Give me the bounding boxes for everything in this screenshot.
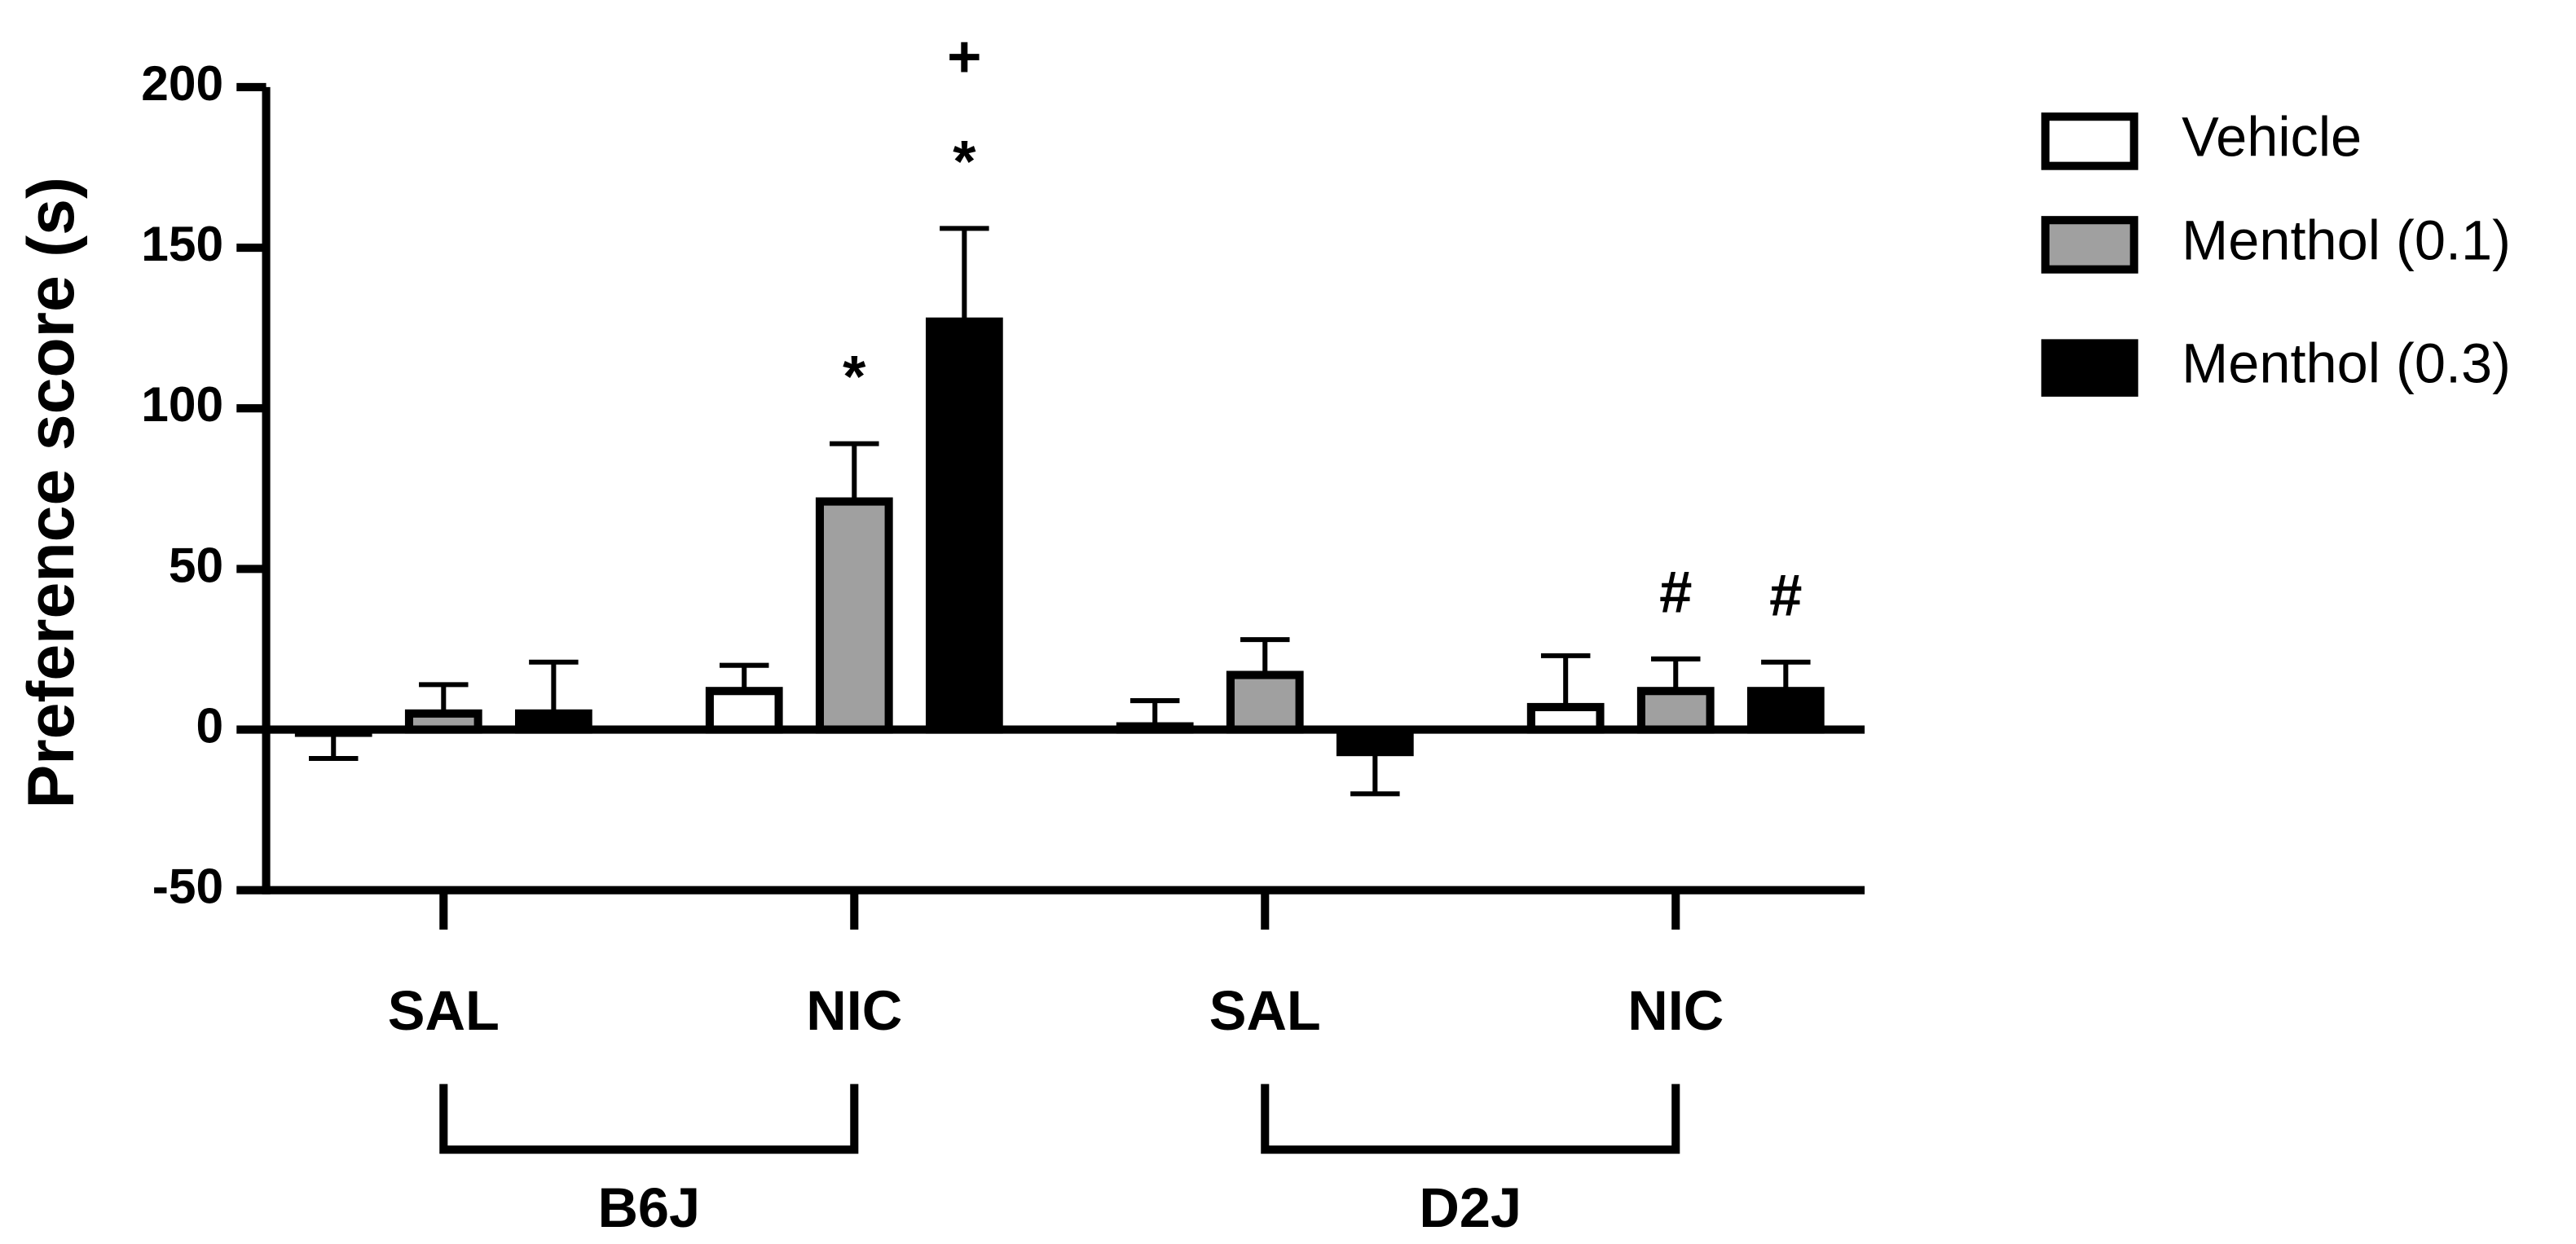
y-tick-label: -50 bbox=[152, 859, 223, 914]
group-bracket bbox=[1261, 1084, 1680, 1154]
annotation: + bbox=[947, 24, 981, 90]
legend-label: Vehicle bbox=[2182, 106, 2362, 169]
y-tick-label: 200 bbox=[141, 55, 223, 111]
x-tick-label: SAL bbox=[1209, 979, 1321, 1042]
x-tick-label: SAL bbox=[388, 979, 500, 1042]
y-tick-label: 150 bbox=[141, 216, 223, 271]
group-bracket bbox=[439, 1084, 859, 1154]
bar bbox=[1226, 670, 1304, 734]
bar bbox=[294, 725, 372, 737]
x-tick-label: NIC bbox=[806, 979, 902, 1042]
bar bbox=[815, 497, 893, 734]
annotation: # bbox=[1659, 559, 1692, 625]
y-axis-label: Preference score (s) bbox=[15, 177, 88, 808]
legend-swatch bbox=[2041, 112, 2138, 170]
annotation: * bbox=[843, 344, 866, 410]
legend-swatch bbox=[2041, 339, 2138, 397]
annotation: * bbox=[953, 129, 976, 195]
y-tick-label: 50 bbox=[169, 537, 223, 592]
bar bbox=[1526, 702, 1605, 734]
bar bbox=[1336, 725, 1414, 757]
bar bbox=[1116, 722, 1194, 734]
y-tick-label: 100 bbox=[141, 376, 223, 432]
bar bbox=[705, 687, 783, 734]
legend-swatch bbox=[2041, 216, 2138, 274]
bar bbox=[1746, 687, 1825, 734]
group-label: B6J bbox=[597, 1176, 700, 1239]
x-tick-label: NIC bbox=[1627, 979, 1724, 1042]
y-tick-label: 0 bbox=[196, 698, 224, 754]
bar bbox=[1636, 687, 1715, 734]
legend-label: Menthol (0.1) bbox=[2182, 209, 2511, 272]
bar bbox=[404, 709, 482, 734]
bar bbox=[925, 317, 1003, 734]
annotation: # bbox=[1769, 562, 1802, 628]
group-label: D2J bbox=[1419, 1176, 1521, 1239]
legend-label: Menthol (0.3) bbox=[2182, 332, 2511, 395]
bar bbox=[514, 709, 592, 734]
